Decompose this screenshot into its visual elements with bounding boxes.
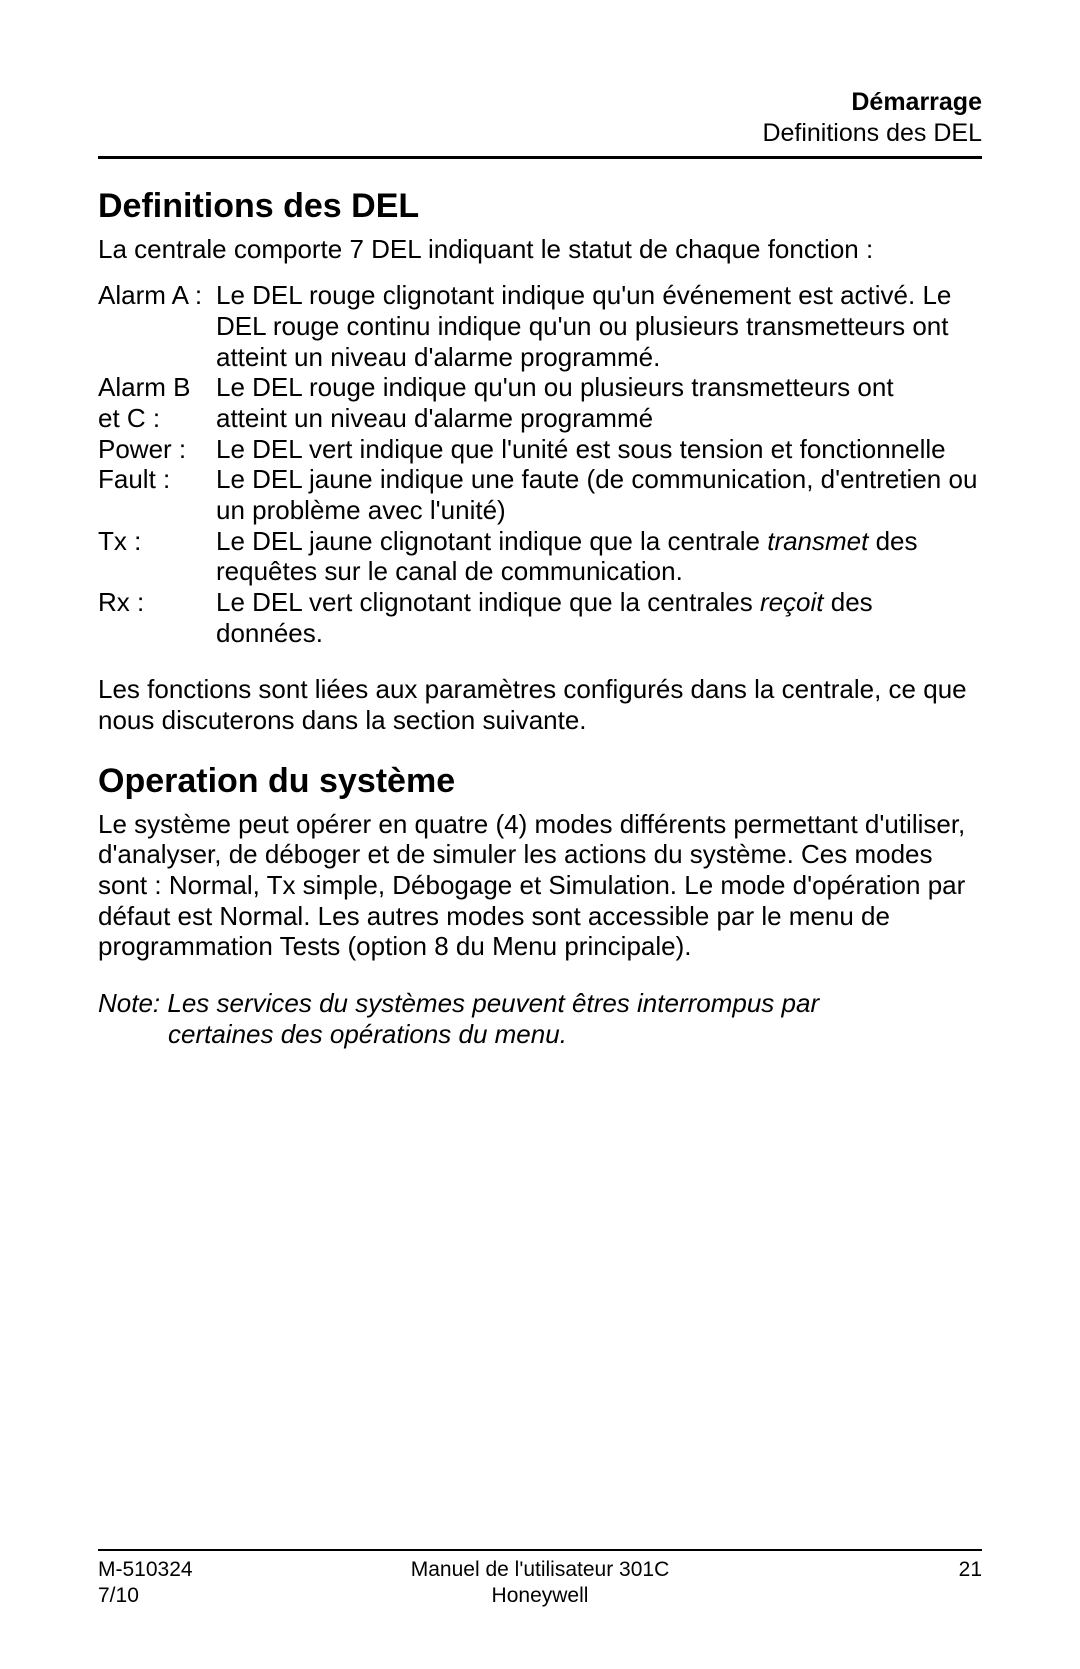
def-alarm-a: Alarm A : Le DEL rouge clignotant indiqu… [98,280,982,372]
def-term: Rx : [98,587,216,618]
def-rx: Rx : Le DEL vert clignotant indique que … [98,587,982,648]
def-term: Power : [98,434,216,465]
section1-intro: La centrale comporte 7 DEL indiquant le … [98,234,982,265]
def-alarm-bc-l1: Alarm B Le DEL rouge indique qu'un ou pl… [98,372,982,403]
def-tx: Tx : Le DEL jaune clignotant indique que… [98,526,982,587]
document-page: Démarrage Definitions des DEL Definition… [0,0,1080,1669]
running-header: Démarrage Definitions des DEL [98,87,982,150]
def-power: Power : Le DEL vert indique que l'unité … [98,434,982,465]
footer-line-2: 7/10 Honeywell [98,1583,982,1609]
def-term: Alarm B [98,372,216,403]
def-desc: Le DEL vert indique que l'unité est sous… [216,434,982,465]
brand: Honeywell [278,1583,802,1609]
page-footer: M-510324 Manuel de l'utilisateur 301C 21… [98,1549,982,1610]
tx-em: transmet [767,526,868,556]
tx-pre: Le DEL jaune clignotant indique que la c… [216,526,767,556]
def-term: Fault : [98,464,216,495]
doc-date: 7/10 [98,1583,278,1609]
manual-title: Manuel de l'utilisateur 301C [278,1557,802,1583]
section1-heading: Definitions des DEL [98,187,982,226]
note-line2: certaines des opérations du menu. [98,1019,982,1050]
def-desc: Le DEL jaune clignotant indique que la c… [216,526,982,587]
def-desc: Le DEL vert clignotant indique que la ce… [216,587,982,648]
section2-heading: Operation du système [98,762,982,801]
doc-id: M-510324 [98,1557,278,1583]
page-number: 21 [802,1557,982,1583]
def-desc: Le DEL jaune indique une faute (de commu… [216,464,982,525]
rx-em: reçoit [760,587,824,617]
def-desc: atteint un niveau d'alarme programmé [216,403,982,434]
section1-outro: Les fonctions sont liées aux paramètres … [98,674,982,735]
header-rule [98,156,982,159]
chapter-title: Démarrage [98,87,982,118]
footer-line-1: M-510324 Manuel de l'utilisateur 301C 21 [98,1557,982,1583]
section-ref: Definitions des DEL [98,118,982,149]
definitions-list: Alarm A : Le DEL rouge clignotant indiqu… [98,280,982,648]
def-term: et C : [98,403,216,434]
footer-spacer [802,1583,982,1609]
def-term: Tx : [98,526,216,557]
def-desc: Le DEL rouge indique qu'un ou plusieurs … [216,372,982,403]
rx-pre: Le DEL vert clignotant indique que la ce… [216,587,760,617]
def-desc: Le DEL rouge clignotant indique qu'un év… [216,280,982,372]
footer-rule [98,1549,982,1551]
def-term: Alarm A : [98,280,216,311]
def-fault: Fault : Le DEL jaune indique une faute (… [98,464,982,525]
note-line1: Note: Les services du systèmes peuvent ê… [98,988,819,1018]
def-alarm-bc-l2: et C : atteint un niveau d'alarme progra… [98,403,982,434]
section2-para: Le système peut opérer en quatre (4) mod… [98,809,982,962]
note-block: Note: Les services du systèmes peuvent ê… [98,988,982,1049]
